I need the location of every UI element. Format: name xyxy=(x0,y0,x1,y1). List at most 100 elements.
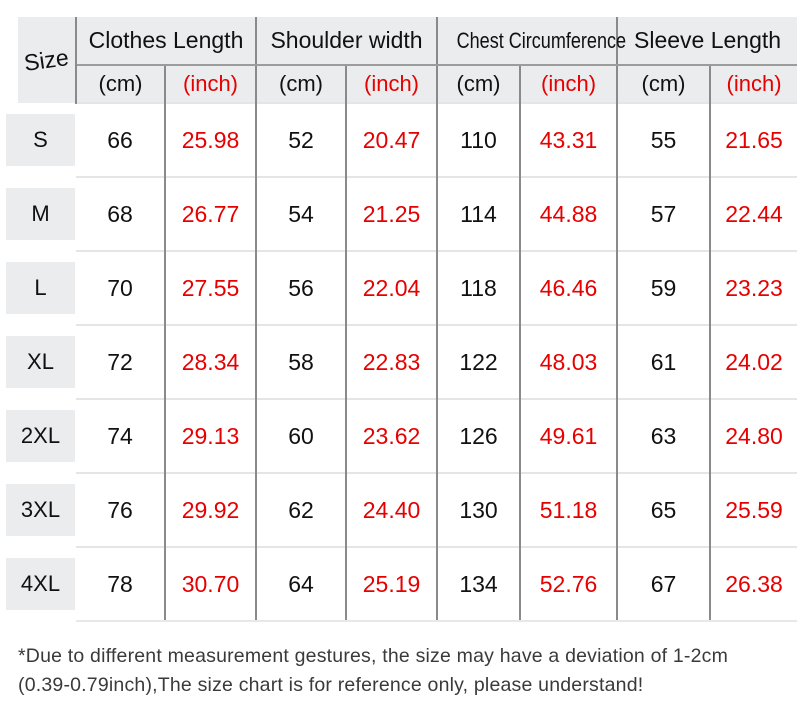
size-label: L xyxy=(34,275,47,300)
sleeve-length-inch-value: 24.80 xyxy=(709,398,798,473)
sleeve-length-inch-value: 24.02 xyxy=(709,324,798,399)
sleeve-length-cm-value: 57 xyxy=(616,176,711,251)
chest-circumference-inch-value: 51.18 xyxy=(519,472,618,547)
size-badge: S xyxy=(6,114,75,166)
clothes-length-cm-value: 66 xyxy=(76,102,165,177)
shoulder-width-cm-value: 62 xyxy=(255,472,347,547)
chest-circumference-inch-value: 48.03 xyxy=(519,324,618,399)
chest-circumference-inch-value: 43.31 xyxy=(519,102,618,177)
group-header-shoulder-width: Shoulder width xyxy=(255,17,438,66)
size-badge: M xyxy=(6,188,75,240)
shoulder-width-cm-value: 64 xyxy=(255,546,347,622)
sleeve-length-inch-value: 21.65 xyxy=(709,102,798,177)
size-cell: 4XL xyxy=(6,547,76,621)
shoulder-width-label: Shoulder width xyxy=(270,27,423,53)
table-row: 2XL 74 29.13 60 23.62 126 49.61 63 24.80 xyxy=(6,398,798,473)
clothes-length-inch-value: 29.13 xyxy=(163,398,257,473)
shoulder-width-cm-value: 60 xyxy=(255,398,347,473)
size-cell: S xyxy=(6,103,76,177)
size-badge: 3XL xyxy=(6,484,75,536)
sleeve-length-inch-value: 26.38 xyxy=(709,546,798,622)
footnote: *Due to different measurement gestures, … xyxy=(18,642,797,700)
sleeve-length-inch-value: 25.59 xyxy=(709,472,798,547)
chest-circumference-inch-value: 44.88 xyxy=(519,176,618,251)
size-cell: M xyxy=(6,177,76,251)
size-cell: 3XL xyxy=(6,473,76,547)
sleeve-length-inch-value: 23.23 xyxy=(709,250,798,325)
table-row: 4XL 78 30.70 64 25.19 134 52.76 67 26.38 xyxy=(6,546,798,622)
size-cell: L xyxy=(6,251,76,325)
clothes-length-cm-value: 70 xyxy=(76,250,165,325)
size-header-label: Size xyxy=(22,43,71,76)
clothes-length-cm-value: 72 xyxy=(76,324,165,399)
shoulder-width-inch-value: 20.47 xyxy=(345,102,438,177)
clothes-length-cm-value: 78 xyxy=(76,546,165,622)
clothes-length-inch-value: 27.55 xyxy=(163,250,257,325)
footnote-line-1: *Due to different measurement gestures, … xyxy=(18,645,729,667)
chest-circumference-cm-value: 126 xyxy=(436,398,521,473)
shoulder-width-inch-value: 22.83 xyxy=(345,324,438,399)
size-badge: XL xyxy=(6,336,75,388)
shoulder-width-cm-value: 52 xyxy=(255,102,347,177)
clothes-length-inch-header: (inch) xyxy=(163,65,257,103)
shoulder-width-cm-value: 54 xyxy=(255,176,347,251)
size-badge: 2XL xyxy=(6,410,75,462)
footnote-line-2: (0.39-0.79inch),The size chart is for re… xyxy=(18,674,644,696)
size-label: S xyxy=(33,127,48,152)
group-header-sleeve-length: Sleeve Length xyxy=(616,17,798,66)
group-header-chest-circumference: Chest Circumference xyxy=(436,17,626,66)
sleeve-length-cm-header: (cm) xyxy=(616,65,711,103)
shoulder-width-inch-value: 23.62 xyxy=(345,398,438,473)
sleeve-length-cm-value: 65 xyxy=(616,472,711,547)
sleeve-length-inch-header: (inch) xyxy=(709,65,798,103)
chest-circumference-cm-value: 130 xyxy=(436,472,521,547)
sleeve-length-cm-value: 55 xyxy=(616,102,711,177)
table-header: Size Clothes Length Shoulder width Chest… xyxy=(18,17,798,103)
table-row: 3XL 76 29.92 62 24.40 130 51.18 65 25.59 xyxy=(6,472,798,547)
size-column-header: Size xyxy=(18,17,77,103)
chest-circumference-cm-value: 118 xyxy=(436,250,521,325)
shoulder-width-cm-header: (cm) xyxy=(255,65,347,103)
shoulder-width-inch-value: 21.25 xyxy=(345,176,438,251)
chest-circumference-cm-header: (cm) xyxy=(436,65,521,103)
chest-circumference-cm-value: 114 xyxy=(436,176,521,251)
clothes-length-inch-value: 25.98 xyxy=(163,102,257,177)
size-cell: 2XL xyxy=(6,399,76,473)
group-header-row: Size Clothes Length Shoulder width Chest… xyxy=(18,17,798,103)
chest-circumference-inch-value: 49.61 xyxy=(519,398,618,473)
group-header-clothes-length: Clothes Length xyxy=(76,17,257,66)
chest-circumference-cm-value: 110 xyxy=(436,102,521,177)
chest-circumference-label: Chest Circumference xyxy=(456,28,627,53)
sleeve-length-cm-value: 61 xyxy=(616,324,711,399)
chest-circumference-inch-header: (inch) xyxy=(519,65,618,103)
sleeve-length-cm-value: 67 xyxy=(616,546,711,622)
size-badge: 4XL xyxy=(6,558,75,610)
shoulder-width-inch-value: 22.04 xyxy=(345,250,438,325)
chest-circumference-cm-value: 134 xyxy=(436,546,521,622)
table-row: M 68 26.77 54 21.25 114 44.88 57 22.44 xyxy=(6,176,798,251)
sleeve-length-cm-value: 63 xyxy=(616,398,711,473)
shoulder-width-cm-value: 58 xyxy=(255,324,347,399)
size-label: 4XL xyxy=(20,571,61,596)
clothes-length-cm-value: 68 xyxy=(76,176,165,251)
shoulder-width-inch-header: (inch) xyxy=(345,65,438,103)
table-row: L 70 27.55 56 22.04 118 46.46 59 23.23 xyxy=(6,250,798,325)
clothes-length-inch-value: 29.92 xyxy=(163,472,257,547)
chest-circumference-cm-value: 122 xyxy=(436,324,521,399)
clothes-length-inch-value: 26.77 xyxy=(163,176,257,251)
unit-header-row: (cm) (inch) (cm) (inch) (cm) (inch) (cm)… xyxy=(18,65,798,103)
size-cell: XL xyxy=(6,325,76,399)
size-label: 3XL xyxy=(20,497,61,522)
clothes-length-label: Clothes Length xyxy=(88,27,244,53)
sleeve-length-inch-value: 22.44 xyxy=(709,176,798,251)
sleeve-length-label: Sleeve Length xyxy=(634,27,782,53)
chest-circumference-inch-value: 46.46 xyxy=(519,250,618,325)
clothes-length-cm-header: (cm) xyxy=(76,65,165,103)
shoulder-width-inch-value: 24.40 xyxy=(345,472,438,547)
size-badge: L xyxy=(6,262,75,314)
clothes-length-cm-value: 76 xyxy=(76,472,165,547)
table-row: S 66 25.98 52 20.47 110 43.31 55 21.65 xyxy=(6,102,798,177)
size-label: M xyxy=(31,201,50,226)
shoulder-width-cm-value: 56 xyxy=(255,250,347,325)
size-label: 2XL xyxy=(20,423,61,448)
